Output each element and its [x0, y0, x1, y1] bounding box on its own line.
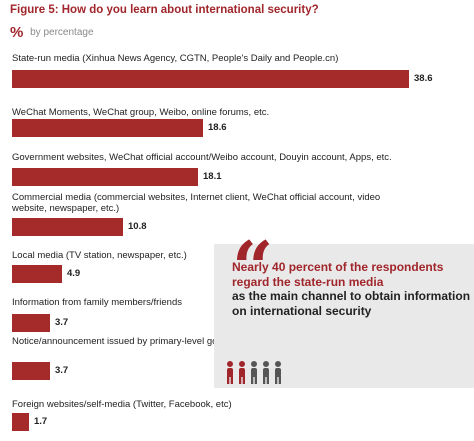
value-label: 1.7: [34, 416, 48, 427]
value-label: 18.6: [208, 122, 227, 133]
value-label: 38.6: [414, 73, 433, 84]
category-label: State-run media (Xinhua News Agency, CGT…: [12, 53, 339, 64]
chart-subtitle: % by percentage: [10, 24, 94, 41]
callout-rest: as the main channel to obtain informatio…: [232, 289, 471, 318]
category-label: Information from family members/friends: [12, 297, 182, 308]
bar: [12, 413, 29, 431]
callout-text: Nearly 40 percent of the respondents reg…: [232, 260, 472, 318]
people-row-icon: [227, 361, 281, 384]
subtitle-text: by percentage: [30, 27, 94, 38]
chart-title: Figure 5: How do you learn about interna…: [10, 4, 319, 16]
quote-mark-icon: “: [232, 225, 274, 310]
bar: [12, 119, 203, 137]
callout-highlight: Nearly 40 percent of the respondents reg…: [232, 260, 444, 289]
callout-box: [214, 244, 474, 388]
person-icon: [275, 361, 281, 384]
percent-icon: %: [10, 24, 24, 41]
bar: [12, 265, 62, 283]
value-label: 3.7: [55, 317, 69, 328]
person-icon: [227, 361, 233, 384]
category-label: Foreign websites/self-media (Twitter, Fa…: [12, 399, 232, 410]
person-icon: [251, 361, 257, 384]
person-icon: [263, 361, 269, 384]
category-label: Commercial media (commercial websites, I…: [12, 192, 381, 214]
category-label: Local media (TV station, newspaper, etc.…: [12, 250, 187, 261]
value-label: 3.7: [55, 365, 69, 376]
category-label: WeChat Moments, WeChat group, Weibo, onl…: [12, 107, 270, 118]
bar: [12, 168, 198, 186]
bar: [12, 362, 50, 380]
bar: [12, 70, 409, 88]
person-icon: [239, 361, 245, 384]
value-label: 4.9: [67, 268, 81, 279]
category-label: Government websites, WeChat official acc…: [12, 152, 392, 163]
value-label: 18.1: [203, 171, 222, 182]
bar: [12, 314, 50, 332]
value-label: 10.8: [128, 221, 147, 232]
bar: [12, 218, 123, 236]
category-label: Notice/announcement issued by primary-le…: [12, 336, 378, 347]
